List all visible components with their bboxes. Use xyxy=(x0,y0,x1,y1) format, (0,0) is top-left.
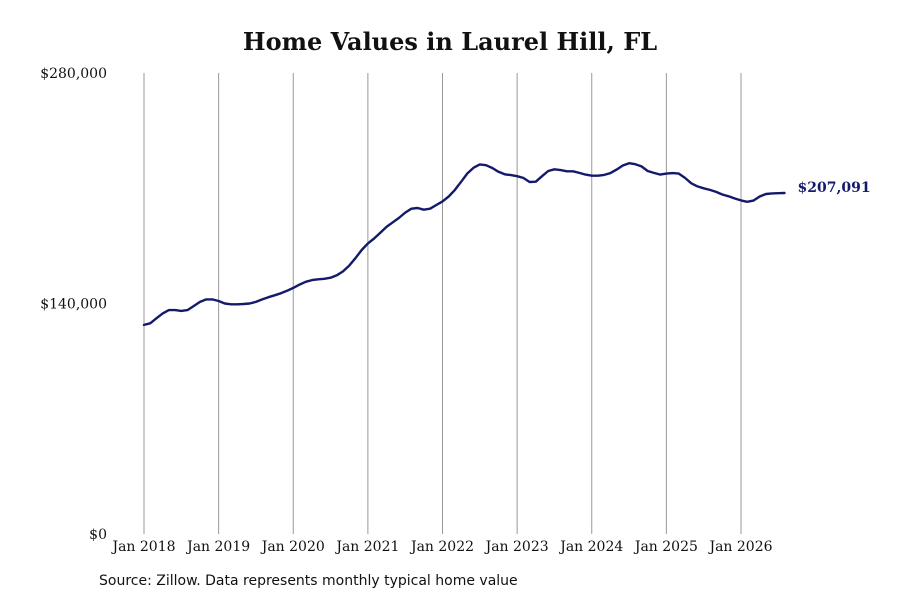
source-note: Source: Zillow. Data represents monthly … xyxy=(99,573,518,589)
x-tick-label: Jan 2018 xyxy=(110,539,175,555)
x-tick-label: Jan 2026 xyxy=(707,539,772,555)
x-tick-label: Jan 2020 xyxy=(260,539,325,555)
y-tick-label: $0 xyxy=(89,527,107,543)
y-tick-label: $280,000 xyxy=(40,66,107,82)
latest-value-label: $207,091 xyxy=(798,180,871,196)
x-tick-label: Jan 2022 xyxy=(409,539,474,555)
x-axis-ticks: Jan 2018 Jan 2019 Jan 2020 Jan 2021 Jan 2022… xyxy=(110,539,772,555)
x-tick-label: Jan 2025 xyxy=(633,539,698,555)
x-tick-label: Jan 2019 xyxy=(185,539,250,555)
gridlines xyxy=(143,73,742,534)
home-value-line xyxy=(142,162,786,327)
x-tick-label: Jan 2024 xyxy=(558,539,623,555)
y-tick-label: $140,000 xyxy=(40,297,107,313)
x-tick-label: Jan 2023 xyxy=(484,539,549,555)
x-tick-label: Jan 2021 xyxy=(334,539,399,555)
chart-title: Home Values in Laurel Hill, FL xyxy=(242,27,658,56)
y-axis-ticks: $0 $140,000 $280,000 xyxy=(40,66,107,543)
